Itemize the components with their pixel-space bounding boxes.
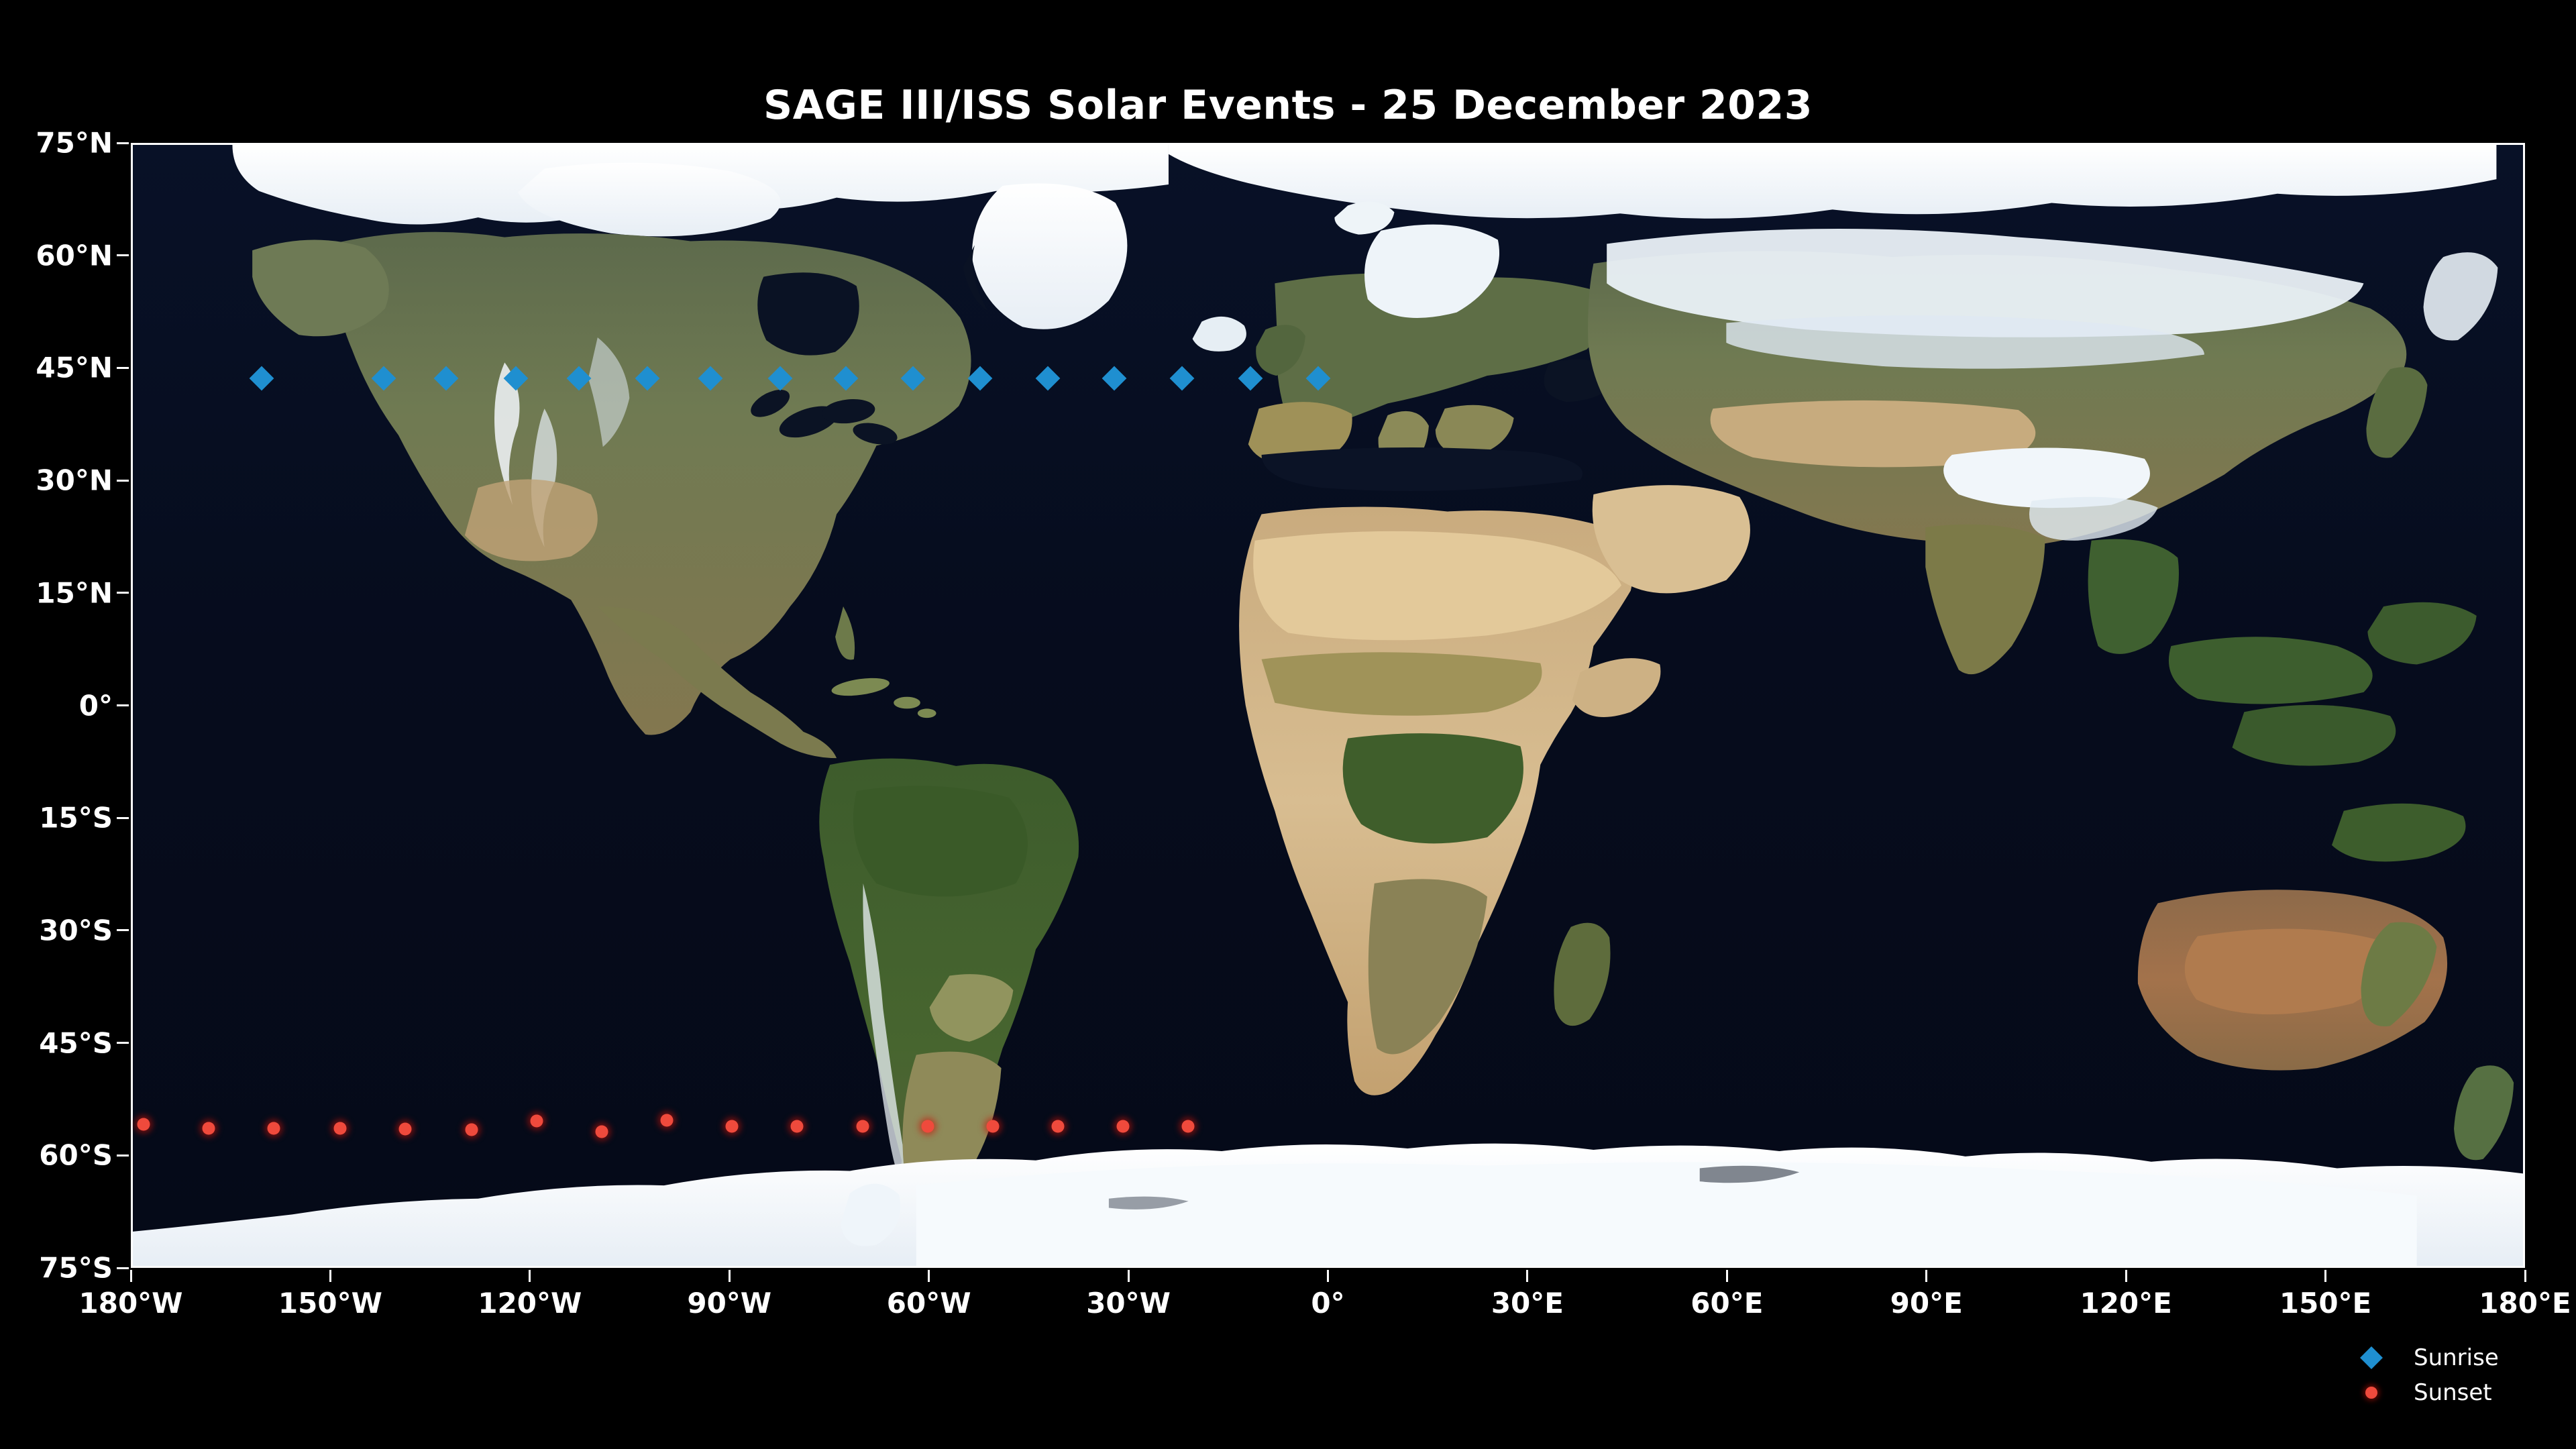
africa bbox=[1239, 506, 1661, 1095]
y-tick-label: 60°N bbox=[36, 239, 113, 272]
y-tick bbox=[117, 366, 129, 369]
sunset-marker[interactable] bbox=[1051, 1120, 1065, 1133]
x-tick-label: 30°W bbox=[1086, 1287, 1171, 1320]
x-tick bbox=[2324, 1270, 2327, 1282]
sunset-marker[interactable] bbox=[790, 1120, 804, 1133]
x-tick-label: 180°E bbox=[2479, 1287, 2571, 1320]
x-tick-label: 90°W bbox=[687, 1287, 772, 1320]
x-tick-label: 150°W bbox=[278, 1287, 382, 1320]
x-tick bbox=[129, 1270, 132, 1282]
south-america bbox=[819, 758, 1079, 1238]
x-tick bbox=[1526, 1270, 1529, 1282]
sunset-marker[interactable] bbox=[595, 1125, 608, 1138]
sunset-circle-icon bbox=[2361, 1383, 2381, 1403]
x-tick bbox=[728, 1270, 731, 1282]
x-tick-label: 150°E bbox=[2279, 1287, 2372, 1320]
sunset-marker[interactable] bbox=[660, 1114, 674, 1127]
x-tick-label: 60°W bbox=[886, 1287, 971, 1320]
y-tick bbox=[117, 704, 129, 706]
legend-label-sunset: Sunset bbox=[2414, 1379, 2492, 1406]
x-tick bbox=[928, 1270, 930, 1282]
y-tick-label: 75°N bbox=[36, 126, 113, 160]
y-tick-label: 15°S bbox=[39, 801, 113, 835]
y-tick-label: 60°S bbox=[39, 1138, 113, 1172]
asia bbox=[1588, 228, 2498, 766]
y-tick-label: 15°N bbox=[36, 576, 113, 610]
antarctica bbox=[133, 1143, 2523, 1266]
y-tick-label: 45°S bbox=[39, 1026, 113, 1060]
x-tick-label: 60°E bbox=[1690, 1287, 1764, 1320]
arctic-ice bbox=[232, 145, 2497, 352]
y-tick bbox=[117, 142, 129, 144]
sunset-marker[interactable] bbox=[921, 1120, 934, 1133]
europe bbox=[1248, 224, 1682, 491]
sunset-marker[interactable] bbox=[465, 1123, 478, 1136]
x-tick bbox=[2125, 1270, 2127, 1282]
sunset-marker[interactable] bbox=[1116, 1120, 1130, 1133]
y-tick bbox=[117, 254, 129, 257]
x-tick-label: 0° bbox=[1311, 1287, 1345, 1320]
x-tick-label: 120°E bbox=[2080, 1287, 2172, 1320]
map-plot-area[interactable] bbox=[131, 143, 2525, 1268]
x-tick bbox=[2524, 1270, 2526, 1282]
y-tick-label: 30°S bbox=[39, 914, 113, 947]
y-tick bbox=[117, 1267, 129, 1269]
y-tick bbox=[117, 1154, 129, 1157]
y-tick bbox=[117, 1042, 129, 1044]
x-tick bbox=[1127, 1270, 1130, 1282]
sunset-marker[interactable] bbox=[202, 1122, 215, 1135]
sunset-marker[interactable] bbox=[725, 1120, 739, 1133]
y-tick-label: 0° bbox=[78, 689, 113, 722]
page-title: SAGE III/ISS Solar Events - 25 December … bbox=[763, 82, 1813, 129]
x-tick-label: 90°E bbox=[1890, 1287, 1963, 1320]
x-tick bbox=[329, 1270, 331, 1282]
x-tick-label: 120°W bbox=[478, 1287, 582, 1320]
north-america bbox=[252, 231, 971, 759]
sunset-marker[interactable] bbox=[398, 1122, 412, 1136]
y-tick-label: 45°N bbox=[36, 351, 113, 384]
legend: Sunrise Sunset bbox=[2360, 1340, 2563, 1410]
x-tick bbox=[1925, 1270, 1928, 1282]
y-tick bbox=[117, 929, 129, 932]
x-tick bbox=[529, 1270, 531, 1282]
y-tick bbox=[117, 592, 129, 594]
x-tick-label: 180°W bbox=[78, 1287, 183, 1320]
x-tick bbox=[1327, 1270, 1329, 1282]
sunset-marker[interactable] bbox=[1181, 1120, 1195, 1133]
y-tick bbox=[117, 816, 129, 819]
sunset-marker[interactable] bbox=[530, 1114, 543, 1128]
sunset-marker[interactable] bbox=[856, 1120, 869, 1133]
legend-item-sunrise[interactable]: Sunrise bbox=[2360, 1340, 2563, 1375]
sunset-marker[interactable] bbox=[137, 1118, 150, 1131]
oceania bbox=[2137, 803, 2514, 1161]
legend-label-sunrise: Sunrise bbox=[2414, 1344, 2499, 1371]
legend-item-sunset[interactable]: Sunset bbox=[2361, 1375, 2563, 1410]
x-tick bbox=[1725, 1270, 1728, 1282]
sunrise-diamond-icon bbox=[2360, 1346, 2383, 1369]
sunset-marker[interactable] bbox=[986, 1120, 1000, 1133]
y-tick-label: 75°S bbox=[39, 1251, 113, 1285]
sunset-marker[interactable] bbox=[333, 1122, 347, 1135]
sunset-marker[interactable] bbox=[267, 1122, 280, 1135]
y-tick bbox=[117, 479, 129, 482]
world-basemap bbox=[133, 145, 2523, 1266]
y-tick-label: 30°N bbox=[36, 464, 113, 497]
x-tick-label: 30°E bbox=[1491, 1287, 1564, 1320]
